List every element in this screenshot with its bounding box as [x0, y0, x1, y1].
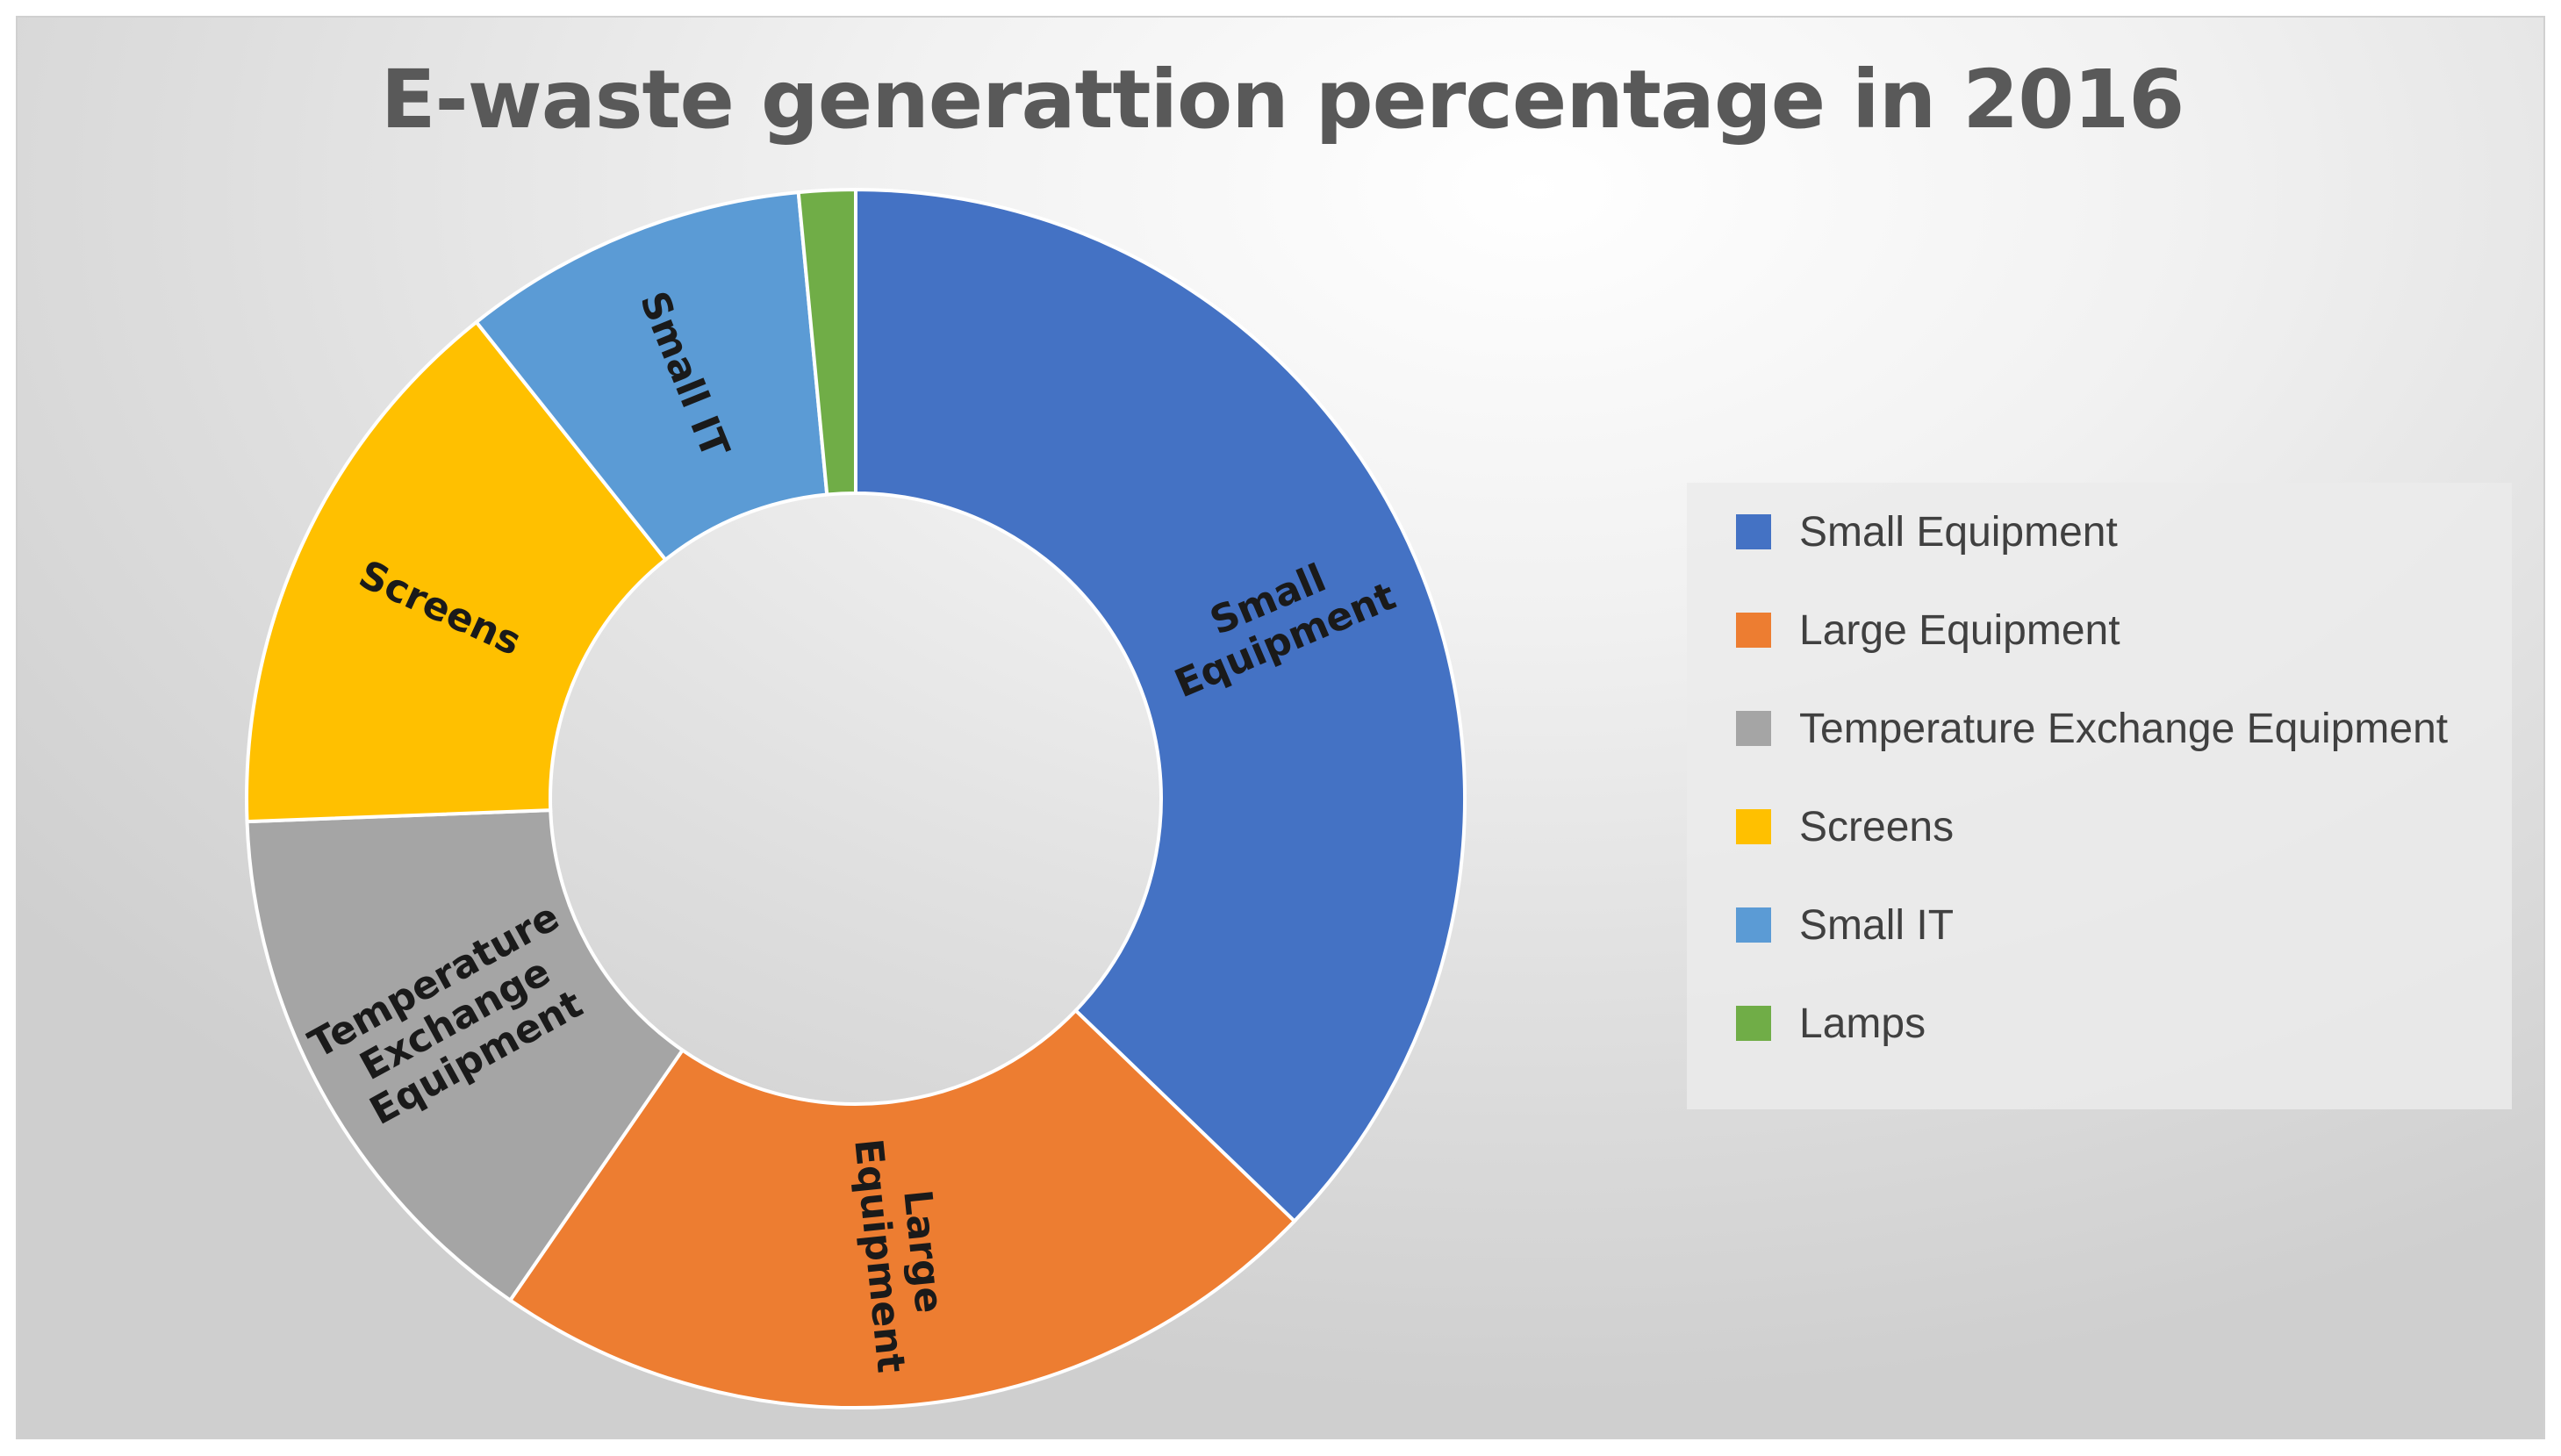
donut-slices [245, 187, 1467, 1409]
legend-label-screens: Screens [1799, 803, 1955, 850]
legend-item-small-it: Small IT [1736, 876, 1954, 974]
legend-label-large-equipment: Large Equipment [1799, 606, 2120, 654]
chart-area: E-waste generattion percentage in 2016 S… [16, 16, 2545, 1439]
donut-slice-small-it [473, 190, 829, 563]
legend-item-lamps: Lamps [1736, 974, 1926, 1072]
legend: Small Equipment Large Equipment Temperat… [1687, 483, 2512, 1109]
legend-swatch-lamps [1736, 1006, 1771, 1041]
legend-swatch-temperature-exchange-equipment [1736, 711, 1771, 746]
legend-label-small-it: Small IT [1799, 901, 1955, 949]
legend-label-temperature-exchange-equipment: Temperature Exchange Equipment [1799, 705, 2449, 752]
donut-slice-screens [245, 319, 669, 824]
legend-swatch-small-it [1736, 907, 1771, 943]
legend-label-small-equipment: Small Equipment [1799, 508, 2118, 556]
legend-item-screens: Screens [1736, 778, 1954, 876]
legend-item-temperature-exchange-equipment: Temperature Exchange Equipment [1736, 679, 2448, 778]
legend-item-large-equipment: Large Equipment [1736, 581, 2120, 679]
legend-label-lamps: Lamps [1799, 1000, 1926, 1047]
donut-slice-temperature-exchange-equipment [245, 808, 685, 1303]
donut-chart: SmallEquipmentLargeEquipmentTemperatureE… [245, 187, 1467, 1409]
legend-swatch-screens [1736, 809, 1771, 844]
donut-slice-large-equipment [507, 1008, 1297, 1409]
chart-title: E-waste generattion percentage in 2016 [380, 53, 2185, 147]
legend-swatch-small-equipment [1736, 514, 1771, 549]
donut-slice-lamps [796, 187, 857, 497]
legend-item-small-equipment: Small Equipment [1736, 483, 2118, 581]
donut-slice-small-equipment [854, 187, 1467, 1224]
legend-swatch-large-equipment [1736, 613, 1771, 648]
